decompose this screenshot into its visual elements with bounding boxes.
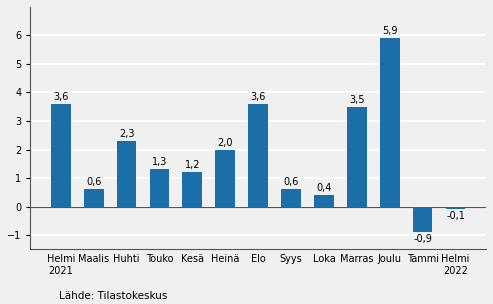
Bar: [446, 206, 465, 209]
Text: 1,3: 1,3: [152, 157, 167, 168]
Text: 0,4: 0,4: [316, 183, 332, 193]
Bar: [314, 195, 334, 206]
Bar: [51, 104, 70, 206]
Text: 3,6: 3,6: [53, 92, 69, 102]
Text: -0,1: -0,1: [446, 211, 465, 221]
Text: 2,0: 2,0: [217, 137, 233, 147]
Text: Lähde: Tilastokeskus: Lähde: Tilastokeskus: [59, 291, 168, 301]
Bar: [413, 206, 432, 232]
Bar: [248, 104, 268, 206]
Text: 5,9: 5,9: [382, 26, 397, 36]
Bar: [117, 141, 137, 206]
Text: 1,2: 1,2: [184, 160, 200, 170]
Bar: [149, 169, 169, 206]
Text: 2,3: 2,3: [119, 129, 134, 139]
Bar: [380, 38, 399, 206]
Bar: [84, 189, 104, 206]
Text: -0,9: -0,9: [413, 234, 432, 244]
Text: 3,6: 3,6: [250, 92, 266, 102]
Bar: [281, 189, 301, 206]
Text: 0,6: 0,6: [283, 178, 299, 188]
Text: 0,6: 0,6: [86, 178, 102, 188]
Bar: [182, 172, 202, 206]
Bar: [215, 150, 235, 206]
Text: 3,5: 3,5: [349, 95, 364, 105]
Bar: [347, 107, 367, 206]
